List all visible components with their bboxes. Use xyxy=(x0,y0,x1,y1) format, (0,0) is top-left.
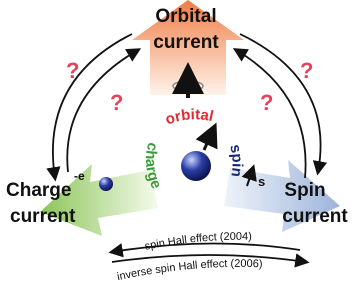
small-electron xyxy=(99,177,113,191)
node-label: Charge xyxy=(6,180,71,201)
arrow-label-path: inverse spin Hall effect (2006) xyxy=(116,258,263,283)
electron-charge: -e xyxy=(74,169,85,183)
question-mark: ? xyxy=(110,90,123,115)
node-label: Orbital xyxy=(155,6,216,27)
question-mark: ? xyxy=(66,58,79,83)
node-sublabel: current xyxy=(153,32,219,53)
electron-sphere xyxy=(181,151,211,181)
arrow-label-path: spin Hall effect (2004) xyxy=(144,231,252,253)
diagram: Orbital current Charge current Spin curr… xyxy=(0,0,361,296)
node-label: Spin xyxy=(284,180,325,201)
orbital-word-path: orbital xyxy=(163,106,215,128)
question-mark: ? xyxy=(300,58,313,83)
spin-word: spin xyxy=(226,143,245,178)
spin-symbol: s xyxy=(258,174,265,189)
arrow-label: spin Hall effect (2004) xyxy=(144,231,252,253)
orbital-word: orbital xyxy=(163,106,215,128)
node-sublabel: current xyxy=(10,206,76,227)
node-sublabel: current xyxy=(282,206,348,227)
moment-vector xyxy=(204,128,214,150)
question-mark: ? xyxy=(260,90,273,115)
bottom-arrow xyxy=(112,243,300,252)
arc-arrow xyxy=(240,34,321,172)
spin-word-path: spin xyxy=(226,143,245,178)
arrow-label: inverse spin Hall effect (2006) xyxy=(116,258,263,283)
